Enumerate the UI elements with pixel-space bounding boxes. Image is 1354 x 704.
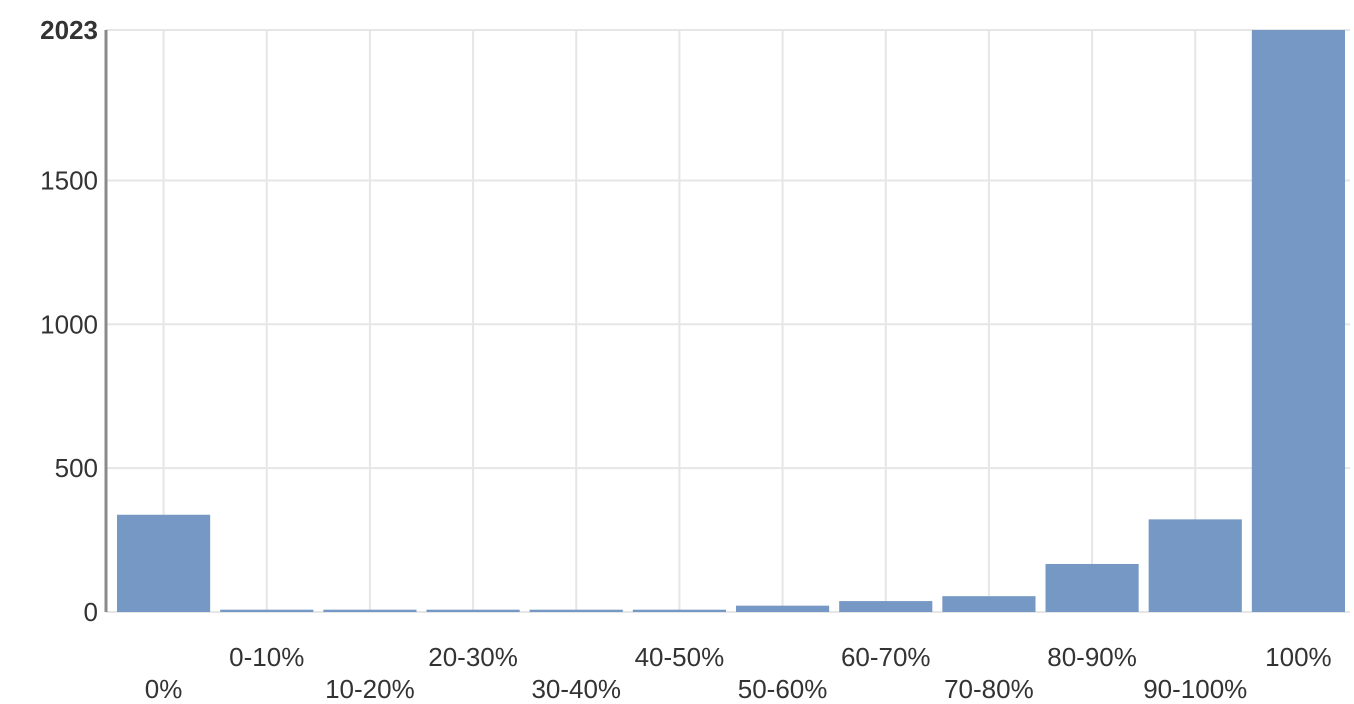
bar-20-30%: [426, 609, 520, 612]
bar-40-50%: [632, 609, 726, 612]
x-tick-label: 30-40%: [531, 674, 621, 704]
y-tick-label: 0: [84, 597, 98, 627]
x-tick-label: 60-70%: [841, 642, 931, 672]
y-tick-label: 500: [55, 453, 98, 483]
bars: [117, 30, 1345, 612]
y-tick-labels: 0 500 1000 1500 2023: [40, 15, 98, 627]
grid-lines: [106, 29, 1350, 613]
bar-70-80%: [942, 596, 1036, 612]
bar-60-70%: [839, 601, 933, 612]
bar-10-20%: [323, 609, 417, 612]
y-tick-label: 2023: [40, 15, 98, 45]
x-tick-label: 0-10%: [229, 642, 304, 672]
bar-0%: [117, 514, 211, 612]
x-tick-label: 70-80%: [944, 674, 1034, 704]
x-tick-label: 50-60%: [738, 674, 828, 704]
x-tick-label: 100%: [1265, 642, 1332, 672]
x-tick-label: 20-30%: [428, 642, 518, 672]
y-tick-label: 1500: [40, 165, 98, 195]
bar-50-60%: [736, 605, 830, 612]
x-tick-label: 10-20%: [325, 674, 415, 704]
y-tick-label: 1000: [40, 309, 98, 339]
x-tick-labels: 0% 0-10% 10-20% 20-30% 30-40% 40-50% 50-60% 60-…: [145, 642, 1332, 704]
x-tick-label: 90-100%: [1143, 674, 1247, 704]
bar-90-100%: [1148, 519, 1242, 612]
bar-80-90%: [1045, 563, 1139, 612]
x-tick-label: 80-90%: [1047, 642, 1137, 672]
bar-100%: [1251, 30, 1345, 612]
x-tick-label: 0%: [145, 674, 183, 704]
bar-30-40%: [529, 609, 623, 612]
bar-0-10%: [220, 609, 314, 612]
x-tick-label: 40-50%: [635, 642, 725, 672]
